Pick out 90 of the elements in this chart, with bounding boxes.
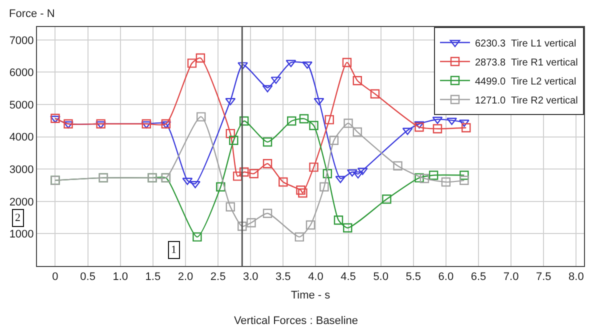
text: 2 bbox=[15, 212, 20, 224]
x-tick-label: 6.0 bbox=[438, 271, 454, 284]
point bbox=[309, 120, 318, 130]
x-tick-label: 2.0 bbox=[178, 271, 194, 284]
x-tick-label: 4.0 bbox=[308, 271, 324, 284]
point bbox=[299, 114, 309, 124]
x-tick-label: 0 bbox=[52, 271, 58, 284]
point bbox=[262, 137, 272, 147]
x-tick-label: 6.5 bbox=[470, 271, 486, 284]
legend-label: 6230.3 Tire L1 vertical bbox=[475, 38, 576, 50]
point bbox=[352, 127, 362, 137]
point bbox=[322, 169, 332, 178]
point bbox=[462, 123, 471, 132]
point bbox=[306, 220, 316, 230]
point bbox=[262, 159, 272, 168]
annotation: 1 bbox=[171, 244, 176, 256]
point bbox=[239, 116, 249, 126]
point bbox=[414, 173, 424, 182]
point bbox=[286, 60, 296, 68]
x-tick-label: 2.5 bbox=[210, 271, 226, 284]
x-tick-label: 1.5 bbox=[145, 271, 161, 284]
x-tick-label: 1.0 bbox=[112, 271, 128, 284]
point bbox=[192, 232, 202, 242]
y-tick-label: 6000 bbox=[9, 67, 34, 80]
point bbox=[298, 188, 308, 198]
point bbox=[216, 182, 226, 192]
x-tick-label: 0.5 bbox=[80, 271, 96, 284]
y-tick-label: 2000 bbox=[9, 196, 34, 208]
text: Vertical Forces : Baseline bbox=[234, 314, 358, 327]
point bbox=[352, 76, 362, 86]
legend-label: 4499.0 Tire L2 vertical bbox=[475, 76, 576, 88]
point bbox=[346, 169, 358, 177]
point bbox=[196, 53, 206, 63]
legend-label: 1271.0 Tire R2 vertical bbox=[475, 95, 578, 106]
point bbox=[414, 121, 424, 128]
point bbox=[262, 208, 272, 218]
point bbox=[232, 172, 242, 181]
y-tick-label: 5000 bbox=[9, 99, 34, 112]
point bbox=[249, 169, 258, 178]
point bbox=[370, 89, 380, 98]
y-tick-label: 7000 bbox=[9, 34, 34, 47]
point bbox=[287, 116, 296, 126]
point bbox=[324, 115, 334, 124]
point bbox=[382, 194, 392, 204]
point bbox=[334, 216, 344, 225]
x-tick-label: 3.0 bbox=[242, 271, 258, 284]
point bbox=[344, 118, 353, 128]
point bbox=[329, 136, 339, 145]
point bbox=[342, 58, 352, 68]
point bbox=[414, 122, 424, 132]
point bbox=[441, 177, 451, 187]
x-axis-title: Time - s bbox=[290, 289, 331, 302]
x-tick-label: 7.5 bbox=[536, 271, 552, 284]
y-tick-label: 1000 bbox=[9, 228, 34, 241]
point bbox=[428, 170, 438, 180]
legend-label: 2873.8 Tire R1 vertical bbox=[475, 57, 578, 68]
point bbox=[294, 232, 304, 242]
point bbox=[335, 176, 346, 184]
point bbox=[226, 202, 235, 212]
point bbox=[226, 128, 235, 138]
x-tick-label: 7.0 bbox=[503, 271, 519, 284]
point bbox=[460, 176, 469, 186]
point bbox=[393, 161, 402, 170]
point bbox=[229, 136, 238, 145]
point bbox=[190, 181, 200, 188]
point bbox=[343, 223, 352, 232]
x-tick-label: 8.0 bbox=[568, 271, 584, 284]
y-tick-label: 3000 bbox=[9, 164, 34, 176]
point bbox=[246, 218, 256, 228]
point bbox=[309, 162, 318, 172]
x-tick-label: 5.0 bbox=[373, 271, 388, 284]
x-tick-label: 4.5 bbox=[340, 271, 356, 284]
point bbox=[182, 178, 193, 186]
x-tick-label: 5.5 bbox=[406, 271, 422, 284]
point bbox=[420, 174, 430, 184]
point bbox=[460, 170, 469, 180]
y-axis-title: Force - N bbox=[9, 8, 55, 20]
point bbox=[187, 58, 197, 68]
point bbox=[432, 124, 442, 134]
x-tick-label: 3.5 bbox=[276, 271, 291, 284]
point bbox=[352, 171, 364, 179]
y-tick-label: 4000 bbox=[9, 132, 34, 144]
point bbox=[320, 182, 329, 192]
point bbox=[239, 167, 249, 177]
point bbox=[278, 177, 288, 187]
point bbox=[238, 222, 247, 231]
point bbox=[296, 186, 306, 195]
point bbox=[196, 112, 206, 122]
point bbox=[238, 62, 248, 70]
point bbox=[302, 62, 312, 69]
